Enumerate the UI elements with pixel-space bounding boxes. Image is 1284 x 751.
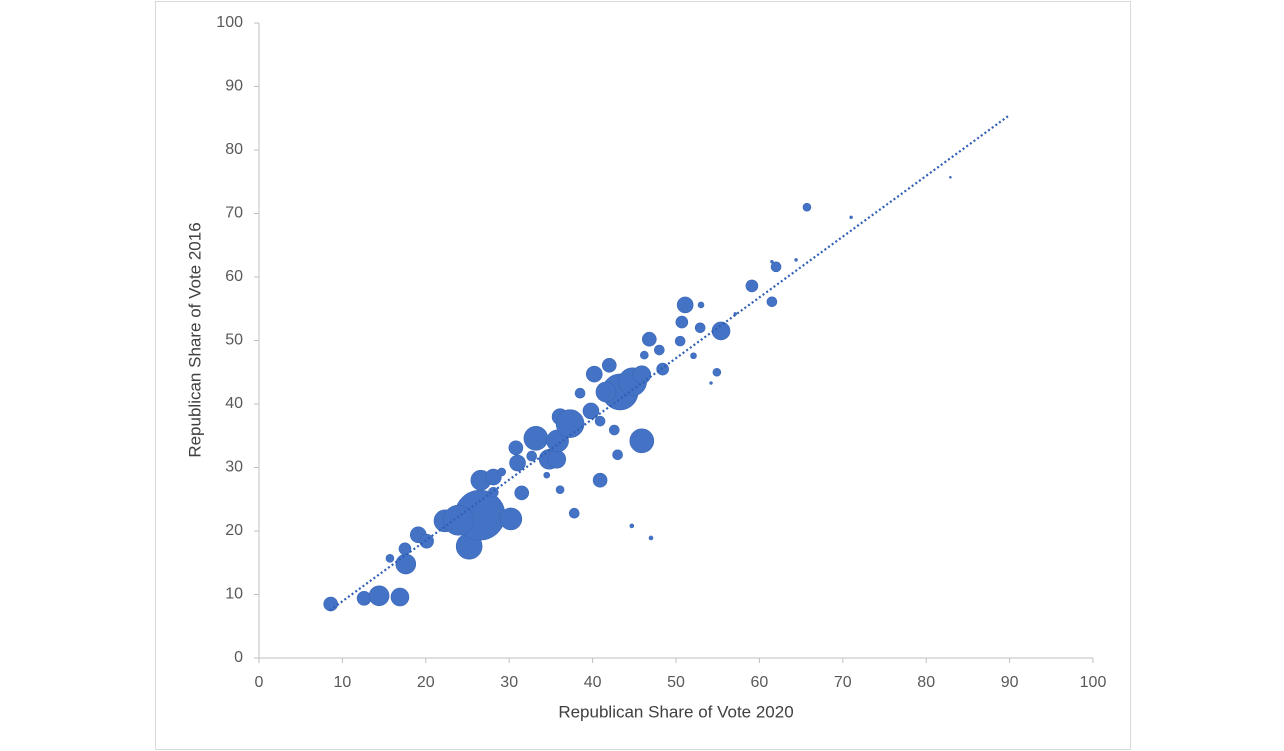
bubble: [694, 322, 706, 334]
bubble: [555, 485, 565, 495]
bubble: [443, 504, 474, 536]
bubble: [547, 449, 567, 469]
bubble: [368, 585, 390, 607]
bubble: [608, 424, 620, 436]
x-tick-label: 50: [667, 674, 685, 691]
bubble: [766, 296, 778, 308]
bubble: [675, 315, 689, 329]
y-tick-label: 10: [225, 586, 243, 603]
bubble: [592, 472, 608, 488]
bubble: [632, 365, 652, 385]
bubble: [711, 321, 731, 341]
x-tick-label: 90: [1001, 674, 1019, 691]
y-axis-title: Republican Share of Vote 2016: [185, 222, 204, 457]
bubble: [398, 542, 412, 556]
bubble: [601, 357, 617, 373]
x-tick-label: 100: [1080, 674, 1107, 691]
bubble: [648, 535, 654, 541]
y-tick-label: 30: [225, 459, 243, 476]
y-tick-label: 100: [216, 14, 243, 31]
bubble: [794, 258, 798, 262]
bubble: [629, 523, 635, 529]
bubble: [574, 387, 586, 399]
x-tick-label: 30: [500, 674, 518, 691]
x-tick-label: 40: [584, 674, 602, 691]
bubble: [582, 402, 600, 420]
bubble: [508, 440, 524, 456]
y-tick-label: 20: [225, 522, 243, 539]
bubble: [690, 352, 697, 360]
bubble: [390, 587, 410, 607]
bubble: [654, 344, 665, 356]
bubble: [356, 591, 372, 606]
y-tick-label: 40: [225, 395, 243, 412]
bubble: [499, 507, 523, 531]
bubble: [709, 381, 713, 385]
bubble: [949, 176, 952, 179]
bubble: [770, 260, 774, 264]
bubble: [642, 331, 657, 347]
bubble: [676, 296, 694, 314]
bubble: [585, 365, 603, 383]
y-tick-label: 80: [225, 141, 243, 158]
bubble: [488, 486, 499, 498]
y-tick-label: 60: [225, 268, 243, 285]
x-tick-label: 80: [917, 674, 935, 691]
x-tick-label: 0: [255, 674, 264, 691]
bubble: [485, 468, 502, 486]
trendline: [329, 114, 1011, 612]
bubble: [745, 279, 759, 293]
bubble: [514, 485, 530, 501]
bubble: [543, 471, 551, 479]
bubble: [849, 215, 853, 220]
bubble: [712, 367, 722, 377]
bubble: [526, 450, 538, 462]
bubble: [509, 454, 526, 472]
x-tick-label: 70: [834, 674, 852, 691]
x-tick-label: 20: [417, 674, 435, 691]
bubble: [697, 301, 705, 309]
bubble: [568, 507, 580, 519]
bubble: [629, 428, 655, 454]
x-tick-label: 10: [334, 674, 352, 691]
y-tick-label: 90: [225, 78, 243, 95]
bubble: [594, 415, 606, 427]
bubble: [770, 261, 782, 273]
y-tick-label: 50: [225, 332, 243, 349]
x-axis-title: Republican Share of Vote 2020: [558, 702, 793, 721]
bubble: [395, 553, 417, 575]
bubble: [497, 467, 506, 477]
y-tick-label: 70: [225, 205, 243, 222]
bubble: [595, 381, 617, 403]
bubble: [612, 449, 623, 461]
bubble: [674, 335, 686, 347]
y-tick-label: 0: [234, 649, 243, 666]
bubble: [555, 409, 585, 438]
bubble: [640, 350, 649, 360]
bubble: [385, 554, 395, 563]
bubble: [802, 202, 812, 212]
bubble: [523, 425, 549, 451]
x-tick-label: 60: [751, 674, 769, 691]
